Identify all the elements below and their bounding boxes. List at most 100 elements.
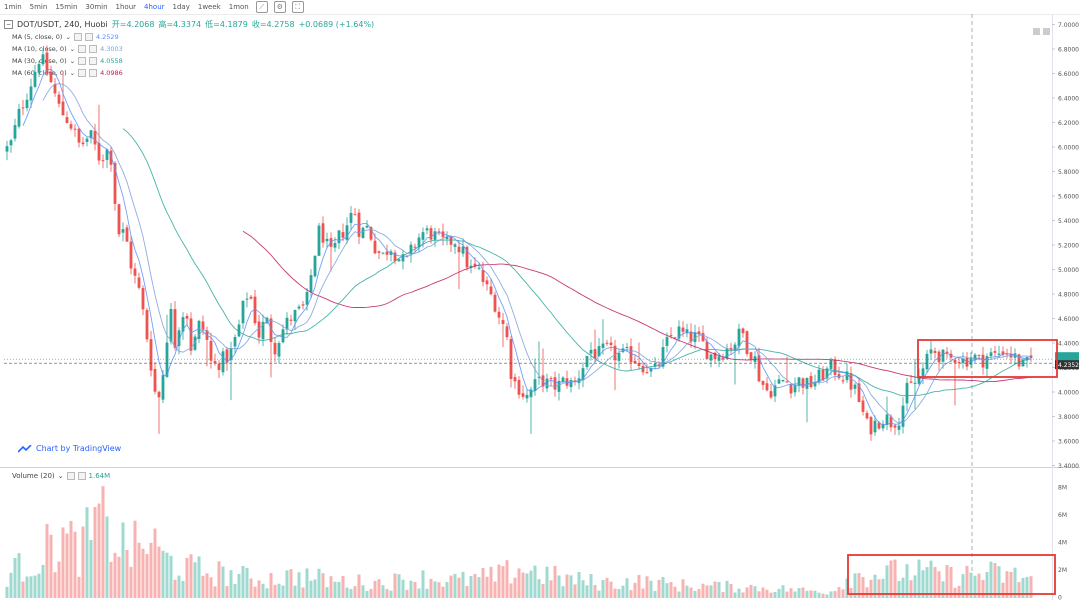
volume-bar bbox=[57, 561, 61, 598]
candle-body bbox=[653, 363, 657, 367]
interval-4hour[interactable]: 4hour bbox=[144, 3, 165, 11]
candle-body bbox=[877, 422, 881, 429]
candle-body bbox=[153, 368, 157, 392]
volume-bar bbox=[193, 562, 197, 598]
volume-bar bbox=[853, 573, 857, 598]
tradingview-brand[interactable]: Chart by TradingView bbox=[18, 444, 121, 453]
candle-body bbox=[313, 255, 317, 277]
candle-body bbox=[325, 238, 329, 242]
candle-body bbox=[873, 420, 877, 433]
volume-bar bbox=[489, 566, 493, 598]
interval-1hour[interactable]: 1hour bbox=[115, 3, 137, 11]
volume-bar bbox=[321, 573, 325, 598]
candle-body bbox=[321, 223, 325, 243]
volume-bar bbox=[517, 568, 521, 598]
candle-body bbox=[97, 143, 101, 161]
candle-body bbox=[497, 311, 501, 318]
volume-bar bbox=[249, 578, 253, 598]
volume-bar bbox=[113, 552, 117, 598]
fullscreen-icon[interactable]: ⛶ bbox=[291, 1, 304, 13]
candle-body bbox=[773, 385, 777, 397]
interval-5min[interactable]: 5min bbox=[29, 3, 48, 11]
eye-icon[interactable] bbox=[78, 69, 87, 77]
volume-bar bbox=[273, 584, 277, 598]
settings-gear-icon[interactable]: ⚙ bbox=[273, 1, 286, 13]
interval-30min[interactable]: 30min bbox=[85, 3, 108, 11]
eye-icon[interactable] bbox=[66, 472, 75, 480]
interval-1mon[interactable]: 1mon bbox=[228, 3, 249, 11]
interval-15min[interactable]: 15min bbox=[55, 3, 78, 11]
volume-bar bbox=[1001, 582, 1005, 598]
ohlc-high: 高=4.3374 bbox=[158, 20, 202, 29]
collapse-legend-icon[interactable]: − bbox=[4, 20, 13, 29]
candle-body bbox=[741, 328, 745, 334]
volume-bar bbox=[281, 585, 285, 598]
candle-body bbox=[261, 321, 265, 340]
volume-bar bbox=[297, 572, 301, 598]
candle-body bbox=[157, 391, 161, 398]
interval-1min[interactable]: 1min bbox=[4, 3, 22, 11]
candle-body bbox=[229, 348, 233, 361]
volume-tick-label: 6M bbox=[1058, 512, 1067, 519]
volume-bar bbox=[849, 588, 853, 598]
candle-body bbox=[241, 300, 245, 324]
eye-icon[interactable] bbox=[78, 57, 87, 65]
volume-bar bbox=[97, 503, 101, 598]
interval-1day[interactable]: 1day bbox=[172, 3, 190, 11]
candle-body bbox=[545, 378, 549, 389]
eye-icon[interactable] bbox=[78, 45, 87, 53]
candle-body bbox=[1029, 355, 1033, 359]
volume-bar bbox=[69, 520, 73, 598]
candle-body bbox=[281, 329, 285, 343]
volume-bar bbox=[325, 587, 329, 598]
candle-body bbox=[9, 140, 13, 146]
volume-bar bbox=[681, 579, 685, 598]
candle-body bbox=[529, 389, 533, 398]
candle-body bbox=[293, 309, 297, 322]
interval-1week[interactable]: 1week bbox=[197, 3, 221, 11]
volume-bar bbox=[865, 587, 869, 598]
volume-tick-label: 8M bbox=[1058, 485, 1067, 492]
candle-body bbox=[245, 298, 249, 300]
candle-body bbox=[101, 160, 105, 162]
volume-bar bbox=[397, 574, 401, 598]
ohlc-close: 收=4.2758 bbox=[251, 20, 295, 29]
volume-bar bbox=[513, 577, 517, 598]
eye-icon[interactable] bbox=[73, 33, 82, 41]
volume-bar bbox=[797, 588, 801, 598]
candle-body bbox=[349, 212, 353, 223]
candle-body bbox=[905, 382, 909, 404]
volume-bar bbox=[573, 584, 577, 598]
interval-toolbar: 1min 5min 15min 30min 1hour 4hour 1day 1… bbox=[0, 0, 1080, 15]
maximize-pane-icon[interactable] bbox=[1043, 28, 1050, 35]
close-icon[interactable] bbox=[89, 69, 98, 77]
volume-bar bbox=[673, 586, 677, 598]
volume-tick-label: 2M bbox=[1058, 567, 1067, 574]
candle-body bbox=[89, 130, 93, 139]
close-icon[interactable] bbox=[77, 472, 86, 480]
volume-bar bbox=[217, 561, 221, 598]
candle-body bbox=[165, 342, 169, 377]
candle-body bbox=[681, 327, 685, 332]
volume-bar bbox=[385, 589, 389, 598]
close-icon[interactable] bbox=[84, 33, 93, 41]
volume-bar bbox=[497, 564, 501, 598]
volume-bar bbox=[677, 591, 681, 598]
candle-body bbox=[173, 309, 177, 348]
candle-body bbox=[109, 150, 113, 165]
chart-type-icon[interactable]: ⟋ bbox=[255, 1, 268, 13]
volume-bar bbox=[749, 584, 753, 598]
close-icon[interactable] bbox=[89, 45, 98, 53]
close-icon[interactable] bbox=[89, 57, 98, 65]
ma-legend-row: MA (5, close, 0) ⌄ 4.2529 bbox=[12, 33, 119, 41]
ma-value: 4.2529 bbox=[95, 33, 119, 41]
minimize-pane-icon[interactable] bbox=[1033, 28, 1040, 35]
candle-body bbox=[401, 254, 405, 262]
volume-bar bbox=[581, 580, 585, 598]
candle-body bbox=[141, 288, 145, 310]
candle-body bbox=[201, 321, 205, 330]
volume-bar bbox=[921, 570, 925, 598]
volume-bar bbox=[501, 566, 505, 598]
volume-bar bbox=[685, 585, 689, 598]
